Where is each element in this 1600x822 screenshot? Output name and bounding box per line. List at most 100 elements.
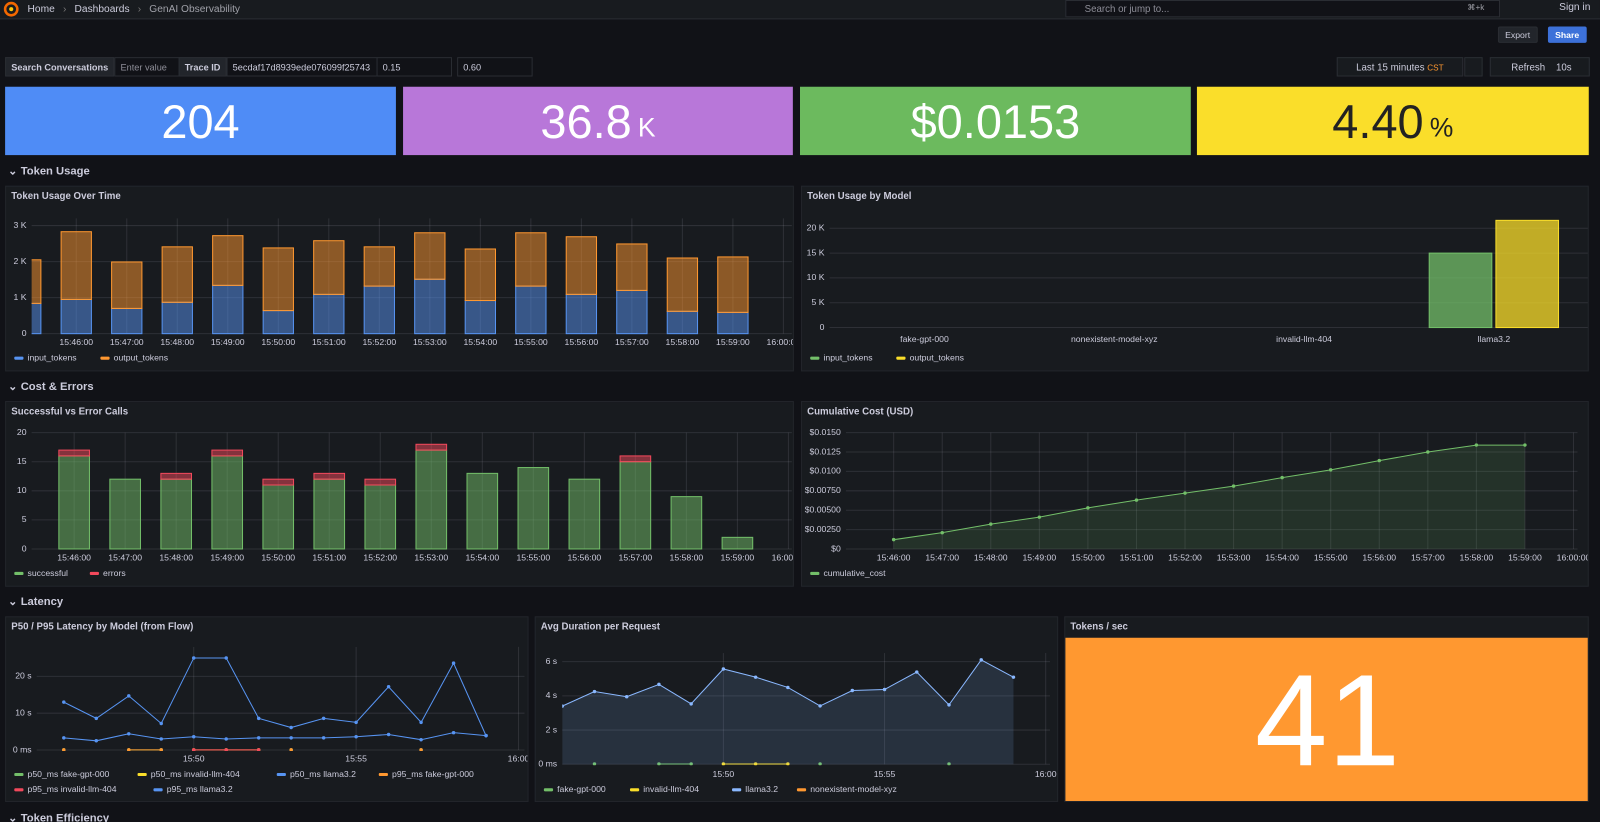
legend-swatch [796, 788, 807, 792]
x-tick-label: 15:55:00 [516, 552, 550, 562]
x-tick-label: 15:55 [874, 769, 896, 779]
section-header[interactable]: ⌄ Token Usage [8, 165, 90, 178]
x-tick-label: 15:55:00 [1314, 552, 1348, 562]
y-tick-label: 0 [22, 543, 27, 553]
point [127, 694, 131, 698]
y-tick-label: 0 [22, 328, 27, 338]
legend-swatch [896, 356, 906, 360]
variable: 0.15 [376, 57, 453, 77]
variable-input[interactable]: 0.60 [457, 57, 533, 77]
y-tick-label: 0 ms [13, 744, 32, 754]
x-tick-label: 15:47:00 [110, 337, 144, 347]
point [321, 736, 326, 740]
stat-value: 204 [161, 94, 240, 148]
point [354, 735, 358, 739]
point [224, 656, 228, 660]
legend-label: p50_ms llama3.2 [290, 769, 356, 779]
x-tick-label: 15:49:00 [1022, 552, 1056, 562]
x-tick-label: 15:57:00 [619, 552, 653, 562]
bar [515, 285, 547, 335]
bar [262, 484, 295, 550]
section-header[interactable]: ⌄ Cost & Errors [8, 380, 94, 393]
chart: 0 1 K 2 K 3 K 15:46:00 15:47:00 15:48:00 15:49:… [14, 218, 793, 362]
section-header[interactable]: ⌄ Token Efficiency [8, 811, 109, 822]
bar [212, 235, 244, 286]
x-tick-label: 15:59:00 [721, 552, 755, 562]
legend-label: cumulative_cost [823, 568, 886, 578]
stat: 4.40% [1196, 86, 1589, 156]
point [850, 688, 855, 693]
bar [363, 285, 395, 335]
plot [1428, 219, 1560, 329]
plot [62, 656, 488, 752]
y-tick-label: 15 [17, 456, 27, 466]
bar [111, 261, 143, 309]
bar [313, 472, 346, 480]
point [256, 736, 261, 740]
time-range[interactable]: Last 15 minutes CST [1336, 57, 1464, 77]
variable-label: Trace ID [178, 57, 227, 77]
x-tick-label: 15:52:00 [363, 552, 397, 562]
point [1474, 443, 1479, 447]
legend-label: p95_ms fake-gpt-000 [392, 769, 474, 779]
panel-title: Successful vs Error Calls [11, 406, 129, 418]
logo[interactable] [3, 1, 19, 17]
point [256, 716, 261, 721]
y-tick-label: 6 s [546, 656, 558, 666]
export-button[interactable]: Export [1497, 26, 1538, 43]
area [562, 659, 1014, 765]
point [891, 537, 896, 542]
variable-input[interactable]: 0.15 [376, 57, 453, 77]
point [159, 748, 163, 752]
point [753, 762, 758, 766]
point [451, 730, 456, 735]
refresh-label: Refresh [1511, 62, 1546, 74]
x-tick-label: 16:00:00 [772, 552, 794, 562]
point [256, 748, 261, 752]
bar [60, 231, 92, 300]
shortcut: ⌘+k [1467, 3, 1485, 13]
bar [58, 449, 90, 457]
refresh[interactable]: Refresh 10s [1489, 57, 1590, 77]
legend-label: input_tokens [28, 352, 78, 362]
plot [31, 231, 749, 335]
y-tick-label: $0.0100 [810, 466, 841, 476]
x-tick-label: 15:53:00 [1217, 552, 1251, 562]
sign-in[interactable]: Sign in [1559, 2, 1591, 14]
variable-input[interactable]: 5ecdaf17d8939ede076099f25743 [226, 57, 378, 77]
point [940, 530, 944, 535]
stat-value: $0.0153 [910, 94, 1081, 148]
point [354, 720, 358, 725]
section-header[interactable]: ⌄ Latency [8, 595, 64, 609]
variable: Search Conversations Enter value [5, 57, 190, 77]
search-box[interactable]: Search or jump to... [1065, 0, 1500, 18]
point [94, 716, 99, 721]
x-tick-label: 15:56:00 [565, 337, 599, 347]
x-tick-label: 15:47:00 [925, 552, 959, 562]
y-tick-label: $0 [831, 543, 841, 553]
legend-swatch [276, 772, 286, 777]
zoom-out[interactable] [1464, 57, 1483, 77]
legend-swatch [153, 788, 163, 792]
y-tick-label: $0.0150 [810, 427, 841, 437]
x-tick-label: 15:56:00 [567, 552, 601, 562]
x-tick-label: 15:50:00 [1071, 552, 1105, 562]
bar [262, 478, 295, 486]
legend-swatch [89, 571, 99, 575]
bar [565, 236, 598, 295]
point [289, 725, 293, 730]
breadcrumb[interactable]: Dashboards [74, 3, 130, 15]
bar [1428, 252, 1493, 329]
share-button[interactable]: Share [1547, 26, 1587, 43]
point [159, 737, 163, 741]
bar [364, 484, 397, 550]
time-range-label: Last 15 minutes [1356, 62, 1425, 74]
y-tick-label: 4 s [546, 690, 558, 700]
x-tick-label: 15:53:00 [413, 337, 447, 347]
stat: 204 [5, 86, 396, 156]
point [1231, 484, 1236, 488]
breadcrumb[interactable]: Home [27, 3, 55, 15]
point [1328, 468, 1333, 472]
point [94, 739, 99, 743]
x-tick-label: 15:48:00 [974, 552, 1008, 562]
